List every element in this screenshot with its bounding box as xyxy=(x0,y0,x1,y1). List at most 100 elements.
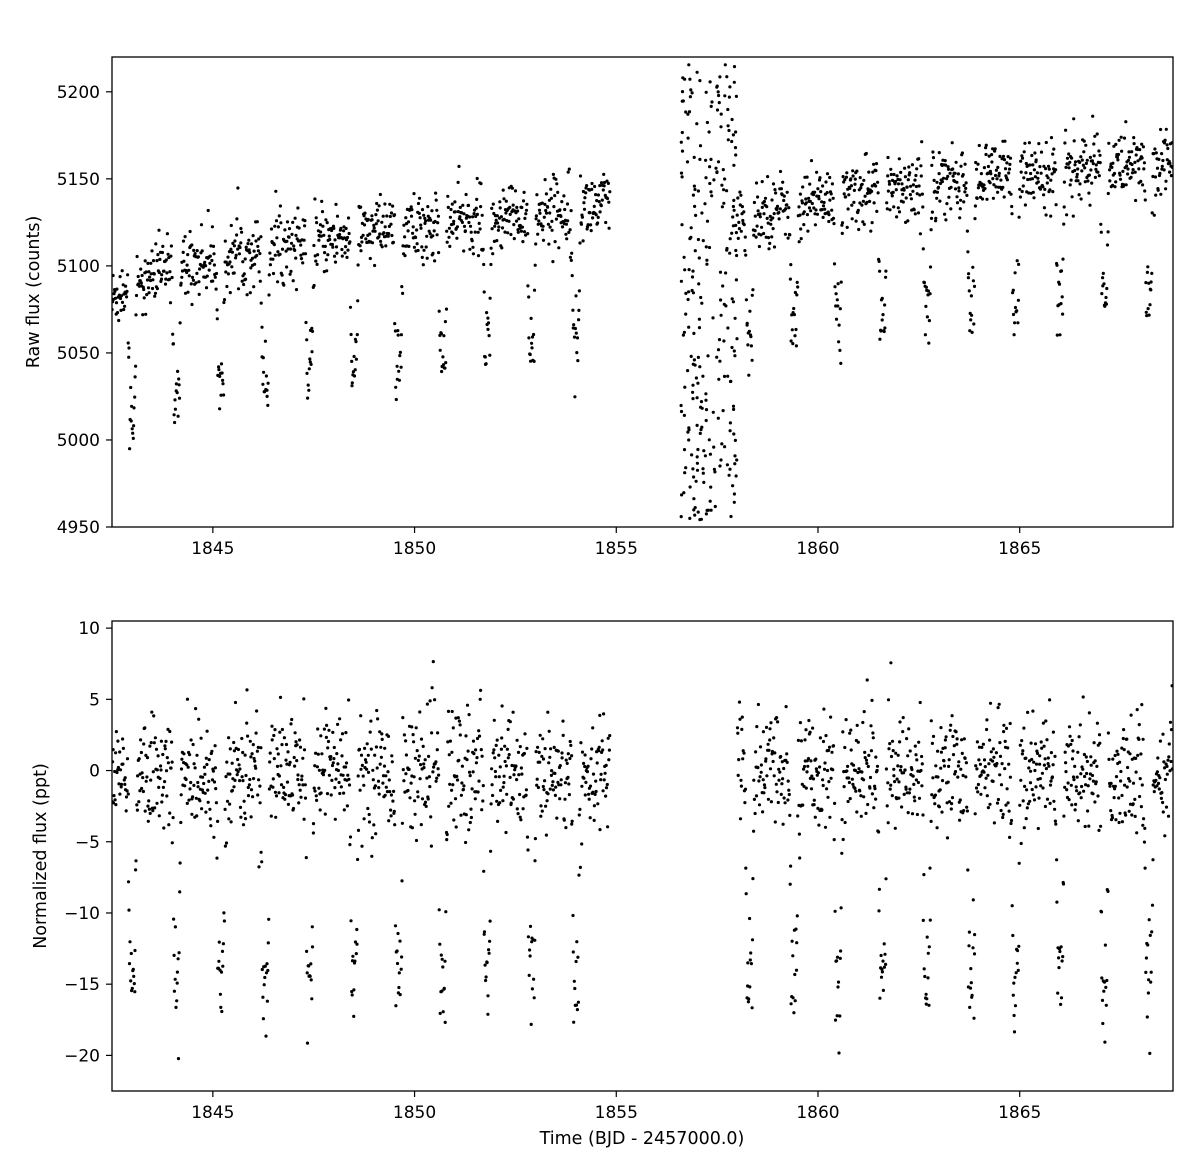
data-point xyxy=(437,251,441,255)
data-point xyxy=(291,806,296,811)
data-point xyxy=(793,999,797,1003)
data-point xyxy=(309,362,313,366)
data-point xyxy=(215,317,219,321)
data-point xyxy=(606,825,610,829)
data-point xyxy=(139,267,143,271)
data-point xyxy=(385,790,389,794)
data-point xyxy=(810,774,814,778)
data-point xyxy=(457,719,461,723)
data-point xyxy=(580,215,585,219)
data-point xyxy=(441,1010,445,1014)
data-point xyxy=(1106,191,1110,196)
data-point xyxy=(340,754,344,758)
data-point xyxy=(829,715,833,719)
data-point xyxy=(143,259,147,263)
data-point xyxy=(143,726,147,730)
data-point xyxy=(153,806,157,810)
data-point xyxy=(148,278,153,283)
data-point xyxy=(1048,801,1052,806)
data-point xyxy=(990,160,994,164)
data-point xyxy=(1140,703,1144,707)
data-point xyxy=(876,180,880,184)
data-point xyxy=(838,1014,842,1018)
data-point xyxy=(500,226,505,230)
data-point xyxy=(950,141,954,145)
data-point xyxy=(219,1005,223,1010)
data-point xyxy=(317,786,321,790)
data-point xyxy=(284,249,288,253)
x-tick-label: 1850 xyxy=(393,1103,436,1123)
data-point xyxy=(987,154,991,158)
data-point xyxy=(735,458,739,462)
data-point xyxy=(498,801,502,805)
data-point xyxy=(753,811,757,816)
data-point xyxy=(604,763,608,768)
data-point xyxy=(837,323,841,327)
data-point xyxy=(294,256,298,260)
data-point xyxy=(316,727,320,731)
data-point xyxy=(490,206,494,210)
data-point xyxy=(704,158,708,162)
data-point xyxy=(477,221,481,225)
data-point xyxy=(829,192,833,196)
data-point xyxy=(1012,981,1016,985)
data-point xyxy=(991,147,995,151)
data-point xyxy=(140,786,144,791)
data-point xyxy=(1115,155,1119,159)
data-point xyxy=(1022,826,1026,830)
data-point xyxy=(307,964,311,968)
data-point xyxy=(853,182,857,186)
data-point xyxy=(799,237,803,241)
data-point xyxy=(205,274,209,278)
data-point xyxy=(953,171,957,175)
data-point xyxy=(966,250,970,254)
data-point xyxy=(263,964,267,968)
data-point xyxy=(1017,944,1021,948)
data-point xyxy=(1149,280,1153,284)
data-point xyxy=(762,783,767,787)
data-point xyxy=(1099,230,1103,234)
data-point xyxy=(240,279,244,283)
data-point xyxy=(238,767,242,771)
data-point xyxy=(153,294,157,298)
data-point xyxy=(702,449,706,453)
data-point xyxy=(599,772,603,776)
data-point xyxy=(730,297,734,301)
data-point xyxy=(238,805,243,810)
data-point xyxy=(845,769,849,773)
data-point xyxy=(481,784,485,788)
data-point xyxy=(1142,840,1146,844)
data-point xyxy=(1008,721,1012,726)
data-point xyxy=(816,771,821,775)
data-point xyxy=(205,729,209,733)
data-point xyxy=(766,175,770,179)
data-point xyxy=(877,259,881,263)
data-point xyxy=(769,721,773,725)
data-point xyxy=(340,732,345,736)
data-point xyxy=(325,723,329,728)
data-point xyxy=(996,165,1000,169)
data-point xyxy=(1011,291,1015,295)
data-point xyxy=(161,785,165,790)
data-point xyxy=(302,748,307,752)
data-point xyxy=(590,181,594,186)
data-point xyxy=(797,240,801,244)
data-point xyxy=(501,188,505,192)
data-point xyxy=(517,217,521,221)
data-point xyxy=(727,473,731,477)
data-point xyxy=(597,749,601,753)
data-point xyxy=(848,186,852,190)
data-point xyxy=(975,767,979,771)
data-point xyxy=(489,849,493,853)
data-point xyxy=(748,309,752,313)
data-point xyxy=(513,768,517,772)
data-point xyxy=(331,730,335,735)
data-point xyxy=(318,223,322,227)
data-point xyxy=(934,216,938,220)
data-point xyxy=(736,773,740,778)
data-point xyxy=(1095,721,1099,725)
data-point xyxy=(564,222,569,226)
data-point xyxy=(599,204,603,208)
data-point xyxy=(241,823,246,827)
data-point xyxy=(827,780,831,784)
